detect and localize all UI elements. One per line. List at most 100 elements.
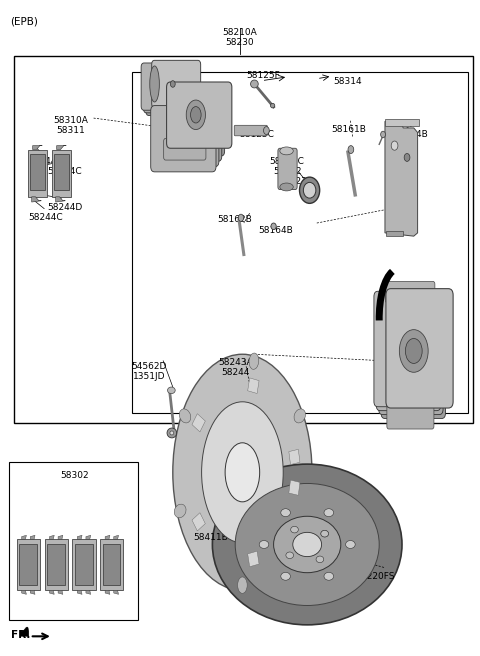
Polygon shape (49, 590, 54, 594)
Text: 58233: 58233 (284, 177, 313, 186)
Text: FR.: FR. (11, 630, 30, 640)
FancyBboxPatch shape (374, 291, 438, 407)
Polygon shape (248, 551, 259, 567)
Ellipse shape (321, 531, 328, 537)
Ellipse shape (235, 483, 379, 605)
Polygon shape (54, 154, 69, 190)
Bar (132, 72, 468, 413)
Ellipse shape (280, 183, 293, 191)
Polygon shape (386, 231, 403, 236)
Ellipse shape (288, 537, 299, 552)
Text: 58244C: 58244C (47, 167, 82, 176)
Polygon shape (77, 590, 82, 594)
FancyBboxPatch shape (154, 100, 219, 167)
Ellipse shape (281, 572, 290, 580)
Ellipse shape (293, 533, 322, 556)
Text: 58314: 58314 (334, 77, 362, 87)
Text: 58163B: 58163B (159, 80, 194, 89)
Polygon shape (32, 197, 41, 202)
FancyBboxPatch shape (141, 63, 190, 110)
Polygon shape (100, 539, 123, 590)
Text: 58161B: 58161B (331, 125, 366, 134)
Ellipse shape (303, 182, 316, 198)
Polygon shape (114, 535, 119, 539)
Text: 58235C: 58235C (270, 157, 304, 167)
Ellipse shape (264, 127, 269, 134)
Polygon shape (45, 539, 68, 590)
Text: 58243A
58244: 58243A 58244 (218, 358, 252, 377)
Text: 58302: 58302 (60, 471, 89, 480)
Polygon shape (47, 544, 65, 585)
FancyBboxPatch shape (164, 138, 206, 160)
Ellipse shape (167, 428, 177, 438)
Ellipse shape (239, 214, 244, 221)
Polygon shape (17, 539, 40, 590)
FancyBboxPatch shape (386, 289, 453, 408)
Text: (EPB): (EPB) (11, 16, 38, 26)
Ellipse shape (174, 504, 186, 518)
Text: 54562D
1351JD: 54562D 1351JD (131, 362, 167, 381)
Polygon shape (30, 590, 35, 594)
Polygon shape (20, 627, 29, 636)
Ellipse shape (406, 338, 422, 363)
FancyBboxPatch shape (156, 95, 222, 161)
Text: 58310A
58311: 58310A 58311 (54, 116, 88, 135)
Ellipse shape (180, 409, 191, 423)
Ellipse shape (399, 330, 428, 373)
Polygon shape (30, 154, 45, 190)
Polygon shape (75, 544, 93, 585)
Polygon shape (289, 480, 300, 495)
Bar (14, 56, 473, 423)
FancyBboxPatch shape (159, 90, 225, 156)
Polygon shape (77, 535, 82, 539)
Polygon shape (289, 449, 300, 464)
Text: 58210A
58230: 58210A 58230 (223, 28, 257, 47)
Polygon shape (22, 535, 26, 539)
Polygon shape (248, 378, 259, 394)
Ellipse shape (150, 66, 159, 102)
FancyBboxPatch shape (144, 66, 192, 113)
FancyBboxPatch shape (379, 299, 443, 415)
Ellipse shape (281, 509, 290, 517)
Polygon shape (58, 590, 63, 594)
FancyBboxPatch shape (152, 60, 201, 108)
FancyBboxPatch shape (234, 125, 267, 136)
FancyBboxPatch shape (167, 82, 232, 148)
Polygon shape (86, 535, 91, 539)
Polygon shape (52, 150, 71, 197)
Polygon shape (385, 121, 418, 236)
Ellipse shape (170, 81, 175, 87)
FancyBboxPatch shape (146, 68, 195, 115)
Ellipse shape (381, 131, 385, 138)
Polygon shape (19, 544, 37, 585)
Ellipse shape (249, 353, 259, 369)
Polygon shape (103, 544, 120, 585)
Polygon shape (114, 590, 119, 594)
Text: 58162B: 58162B (217, 215, 252, 224)
FancyBboxPatch shape (376, 295, 441, 411)
Polygon shape (22, 590, 26, 594)
Ellipse shape (271, 103, 275, 108)
Ellipse shape (391, 141, 398, 150)
Bar (9, 462, 138, 620)
Ellipse shape (202, 401, 283, 543)
Ellipse shape (316, 556, 324, 563)
FancyBboxPatch shape (151, 106, 216, 172)
Polygon shape (72, 539, 96, 590)
Ellipse shape (346, 541, 355, 548)
Ellipse shape (168, 387, 175, 394)
Text: 58125F: 58125F (246, 71, 280, 80)
Ellipse shape (280, 147, 293, 155)
Polygon shape (192, 513, 205, 531)
Ellipse shape (294, 409, 305, 423)
Ellipse shape (238, 577, 247, 593)
Ellipse shape (324, 509, 334, 517)
Ellipse shape (251, 80, 258, 88)
Text: 1220FS: 1220FS (362, 572, 396, 581)
Text: 58164B: 58164B (394, 130, 428, 139)
Text: 58164B: 58164B (259, 226, 293, 236)
Ellipse shape (259, 541, 269, 548)
Polygon shape (105, 535, 110, 539)
Polygon shape (56, 197, 65, 202)
Ellipse shape (212, 464, 402, 625)
